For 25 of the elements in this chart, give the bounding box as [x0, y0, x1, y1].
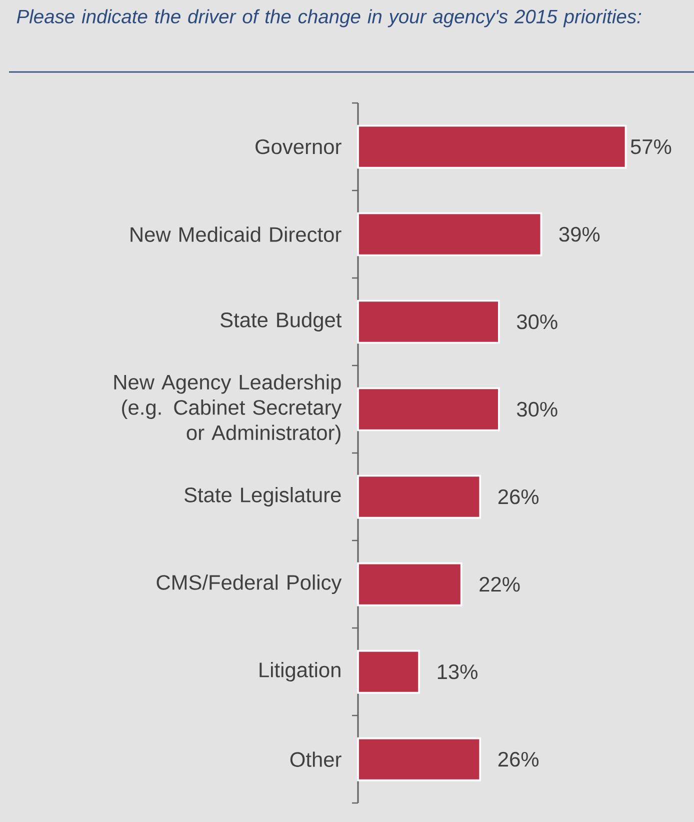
bar	[357, 300, 500, 344]
bar	[357, 212, 542, 256]
data-label: 30%	[516, 402, 558, 417]
bar	[357, 737, 482, 782]
bar	[357, 387, 500, 432]
data-label: 30%	[516, 314, 558, 330]
y-tick-label: New Agency Leadership (e.g. Cabinet Secretary or Administrator)	[114, 374, 342, 444]
y-tick-label: Governor	[256, 139, 342, 154]
y-tick-label: New Medicaid Director	[130, 226, 342, 242]
y-tick-label: CMS/Federal Policy	[156, 574, 342, 594]
bar	[357, 124, 627, 169]
bar	[357, 474, 482, 519]
bar	[357, 562, 462, 606]
data-label: 22%	[480, 576, 520, 592]
data-label: 26%	[498, 752, 539, 767]
y-tick-label: Other	[290, 752, 342, 767]
chart-title: Please indicate the driver of the change in your agency's 2015 priorities:	[16, 9, 642, 28]
y-tick-label: Litigation	[260, 662, 340, 682]
bar	[357, 650, 420, 694]
y-tick-label: State Legislature	[184, 487, 341, 506]
data-label: 26%	[498, 489, 539, 504]
data-label: 39%	[559, 226, 600, 242]
data-label: 57%	[630, 139, 672, 154]
data-label: 13%	[438, 664, 478, 680]
y-tick-label: State Budget	[220, 312, 342, 332]
